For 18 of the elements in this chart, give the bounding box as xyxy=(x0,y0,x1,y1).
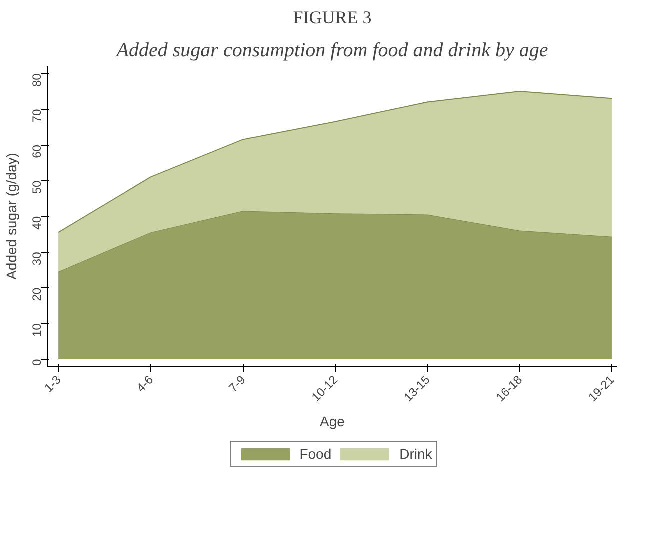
y-tick-label: 50 xyxy=(30,180,44,194)
y-tick-label: 60 xyxy=(30,144,44,158)
y-tick-label: 80 xyxy=(30,73,44,87)
chart-subtitle: Added sugar consumption from food and drink by age xyxy=(114,40,548,62)
x-axis-title: Age xyxy=(320,414,346,430)
x-tick-label: 7-9 xyxy=(226,372,249,396)
y-tick-label: 10 xyxy=(30,323,44,337)
y-tick-label: 40 xyxy=(30,216,44,230)
chart-title: FIGURE 3 xyxy=(293,8,372,28)
x-tick-label: 4-6 xyxy=(134,372,156,396)
y-tick-label: 0 xyxy=(30,359,44,366)
legend-label: Food xyxy=(300,446,332,462)
y-axis-title: Added sugar (g/day) xyxy=(4,153,20,280)
y-tick-label: 30 xyxy=(30,252,44,266)
y-tick-label: 20 xyxy=(30,288,44,302)
x-tick-label: 1-3 xyxy=(42,372,64,396)
y-tick-label: 70 xyxy=(30,109,44,123)
legend-label: Drink xyxy=(400,446,432,462)
